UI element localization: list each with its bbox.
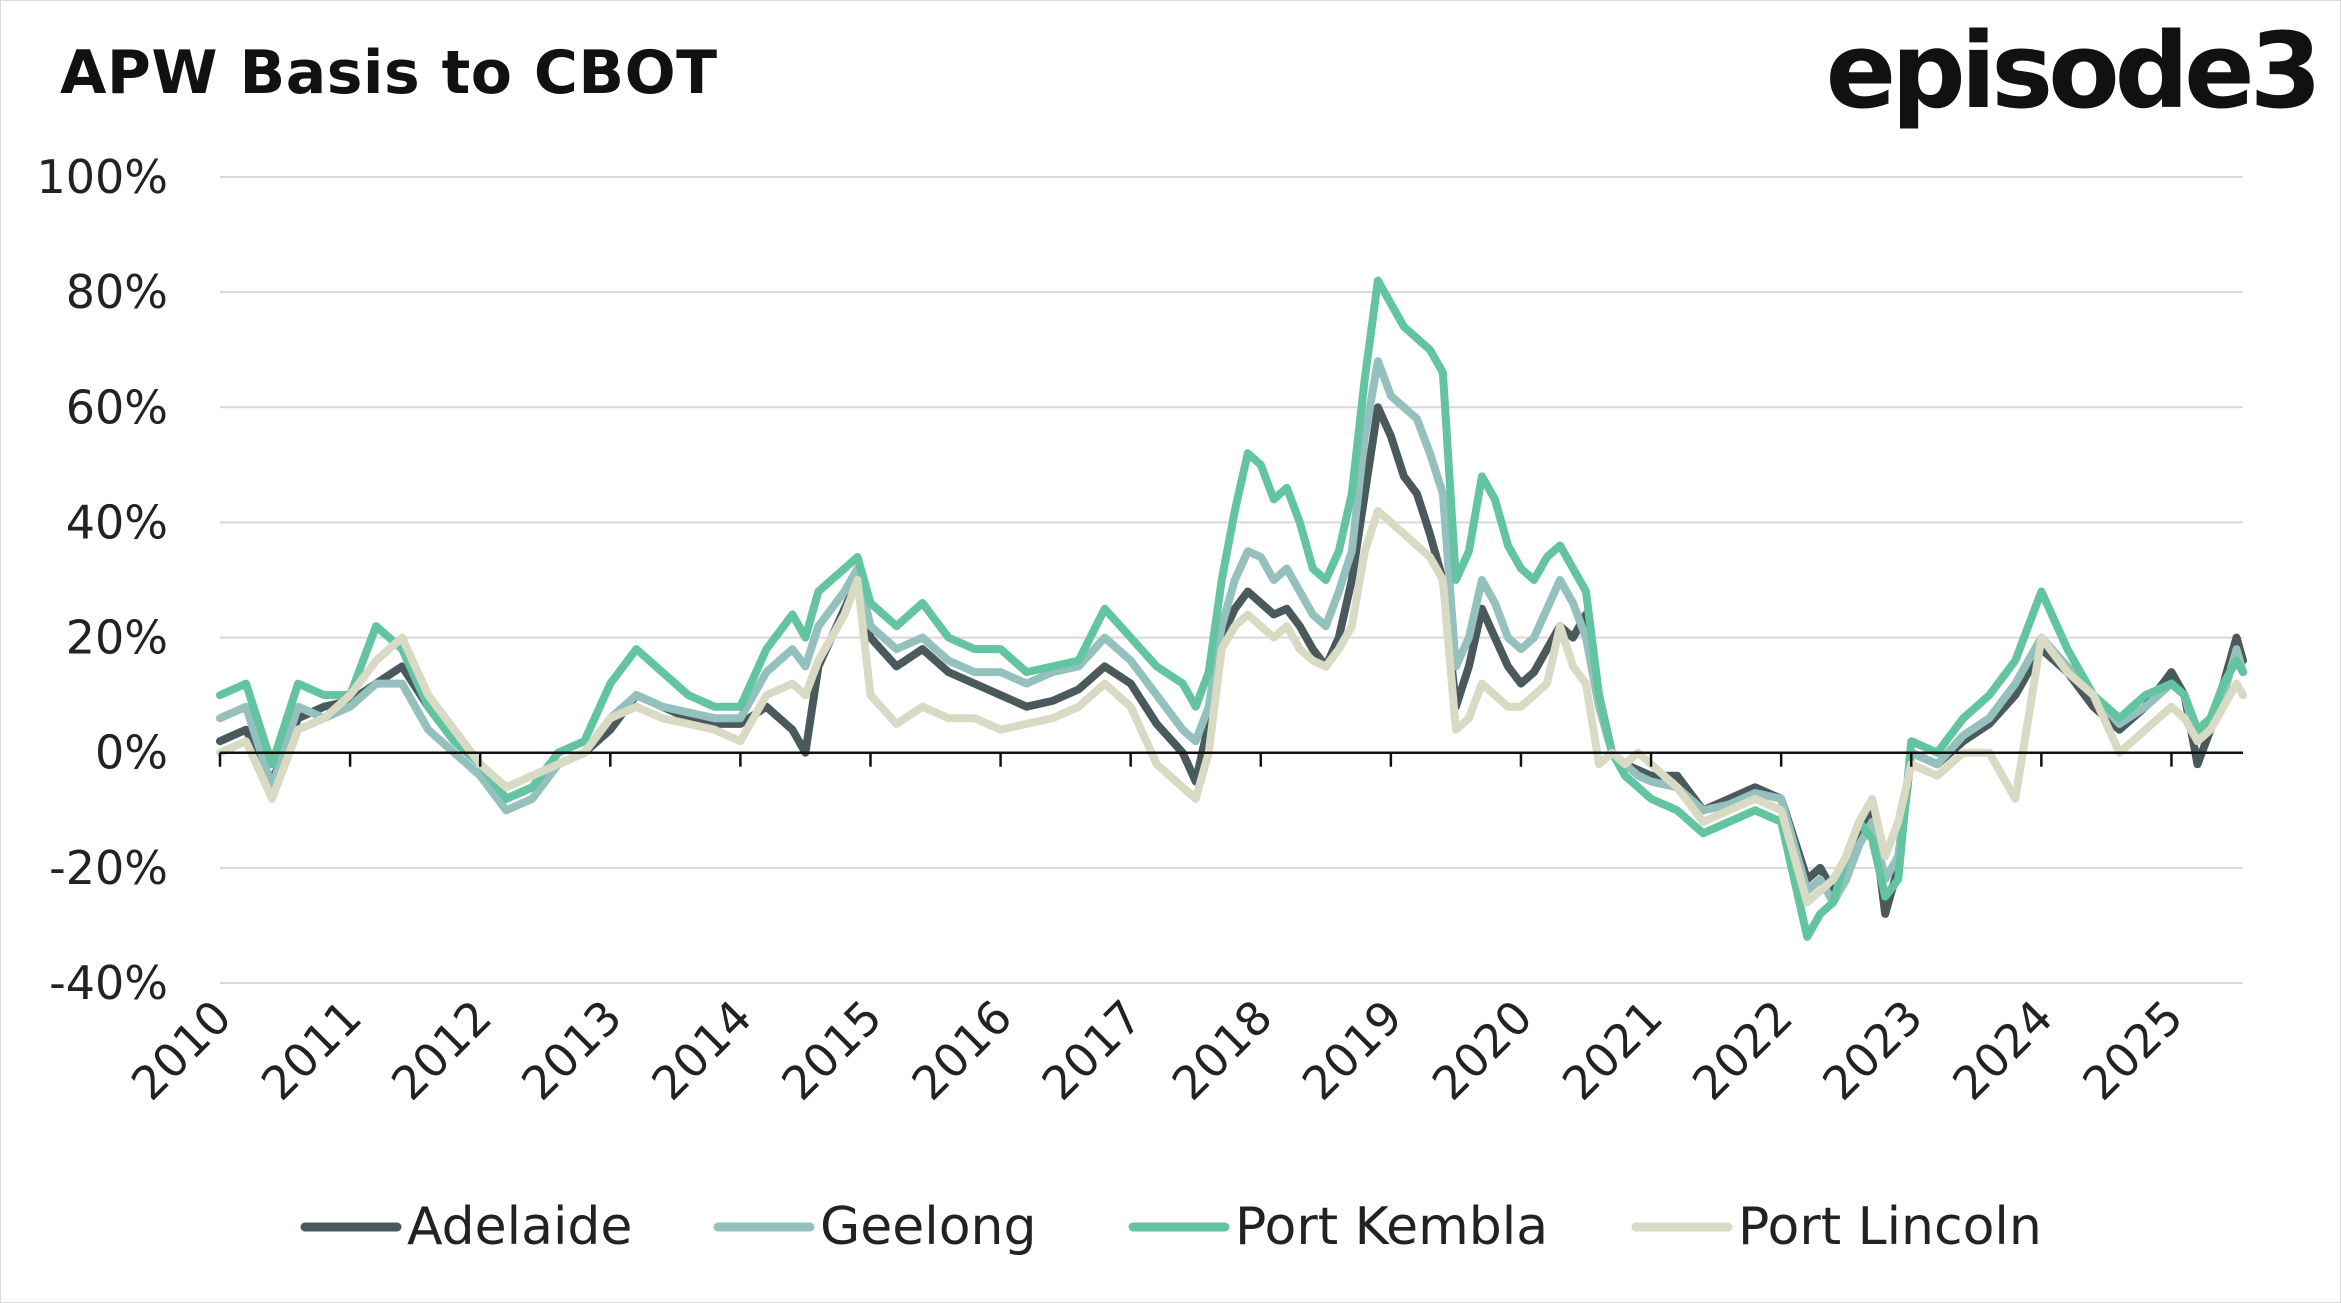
x-tick-label: 2011: [251, 990, 372, 1111]
brand-logo: episode3: [1825, 10, 2322, 132]
y-tick-label: 60%: [66, 380, 168, 434]
legend-label: Port Kembla: [1235, 1197, 1548, 1257]
x-tick-label: 2012: [381, 990, 502, 1111]
legend-item-adelaide: Adelaide: [300, 1197, 632, 1257]
x-tick-label: 2023: [1812, 990, 1933, 1111]
legend-label: Adelaide: [407, 1197, 632, 1257]
legend-label: Geelong: [820, 1197, 1037, 1257]
y-axis-labels: 100% 80% 60% 40% 20% 0% -20% -40%: [36, 150, 168, 1010]
y-tick-label: 0%: [95, 726, 168, 780]
series-line-port-kembla: [216, 276, 2247, 941]
x-tick-label: 2021: [1552, 990, 1673, 1111]
x-tick-label: 2013: [511, 990, 632, 1111]
x-tick-label: 2020: [1422, 990, 1543, 1111]
x-tick-label: 2024: [1942, 990, 2063, 1111]
x-tick-label: 2022: [1682, 990, 1803, 1111]
series-line-geelong: [216, 357, 2247, 907]
x-tick-label: 2018: [1162, 990, 1283, 1111]
series-lines: [216, 276, 2247, 941]
legend-label: Port Lincoln: [1738, 1197, 2042, 1257]
series-line-port-lincoln: [216, 506, 2247, 907]
y-tick-label: 20%: [66, 611, 168, 665]
chart-title: APW Basis to CBOT: [60, 38, 718, 108]
x-tick-label: 2016: [901, 990, 1022, 1111]
x-tick-label: 2017: [1031, 990, 1152, 1111]
x-tick-label: 2019: [1292, 990, 1413, 1111]
x-axis-labels: 2010 2011 2012 2013 2014 2015 2016 2017 2018 2019…: [121, 990, 2193, 1111]
legend-item-port-lincoln: Port Lincoln: [1631, 1197, 2042, 1257]
y-tick-label: 80%: [66, 265, 168, 319]
legend-item-geelong: Geelong: [713, 1197, 1037, 1257]
x-tick-label: 2025: [2072, 990, 2193, 1111]
x-axis: [218, 751, 2243, 767]
y-tick-label: -40%: [49, 956, 168, 1010]
y-tick-label: 40%: [66, 495, 168, 549]
legend: Adelaide Geelong Port Kembla Port Lincoln: [300, 1197, 2042, 1257]
x-tick-label: 2015: [771, 990, 892, 1111]
legend-item-port-kembla: Port Kembla: [1128, 1197, 1548, 1257]
x-tick-label: 2014: [641, 990, 762, 1111]
series-line-adelaide: [216, 403, 2247, 918]
y-tick-label: -20%: [49, 841, 168, 895]
y-tick-label: 100%: [36, 150, 168, 204]
